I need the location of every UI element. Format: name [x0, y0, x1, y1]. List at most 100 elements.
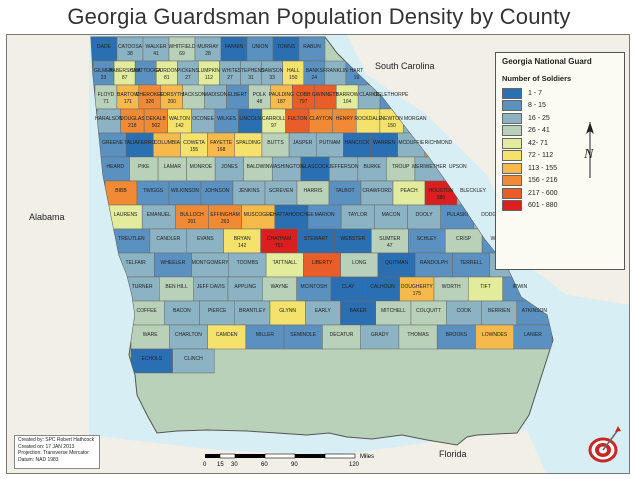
county-ware[interactable]	[130, 324, 170, 350]
county-taliaferro[interactable]	[125, 132, 154, 158]
county-name-label: CARROLL	[262, 116, 286, 122]
county-tift[interactable]	[468, 276, 503, 302]
county-mcintosh[interactable]	[296, 276, 332, 302]
county-calhoun[interactable]	[365, 276, 400, 302]
county-bibb[interactable]	[104, 180, 138, 206]
county-bacon[interactable]	[164, 300, 200, 326]
county-camden[interactable]	[207, 324, 247, 350]
county-rabun[interactable]	[298, 37, 326, 62]
county-wheeler[interactable]	[154, 252, 192, 278]
county-name-label: JEFF DAVIS	[197, 284, 226, 290]
legend-item: 1 - 7	[502, 87, 618, 100]
county-value-label: 168	[217, 147, 226, 153]
legend-item: 156 - 216	[502, 175, 618, 188]
county-name-label: JENKINS	[238, 188, 260, 194]
county-name-label: GLASCOCK	[301, 164, 329, 170]
county-wayne[interactable]	[262, 276, 297, 302]
county-charlton[interactable]	[169, 324, 208, 350]
county-dooly[interactable]	[407, 204, 441, 230]
county-name-label: LINCOLN	[239, 116, 261, 122]
county-walker[interactable]	[142, 37, 170, 62]
county-monroe[interactable]	[186, 156, 216, 182]
south-carolina-area	[89, 35, 629, 305]
county-jefferson[interactable]	[329, 156, 359, 182]
county-ben-hill[interactable]	[159, 276, 194, 302]
county-whitfield[interactable]	[168, 37, 196, 62]
county-jones[interactable]	[214, 156, 244, 182]
county-wilkinson[interactable]	[168, 180, 202, 206]
county-coffee[interactable]	[128, 300, 165, 326]
county-fannin[interactable]	[220, 37, 248, 62]
county-name-label: JASPER	[293, 140, 313, 146]
legend-label: 26 - 41	[528, 127, 550, 135]
county-lowndes[interactable]	[475, 324, 514, 350]
county-peach[interactable]	[392, 180, 426, 206]
county-schley[interactable]	[408, 228, 446, 254]
county-quitman[interactable]	[377, 252, 416, 278]
county-murray[interactable]	[194, 37, 222, 62]
county-columbia[interactable]	[153, 132, 181, 158]
county-name-label: FORSYTH	[160, 92, 184, 98]
county-pike[interactable]	[129, 156, 159, 182]
county-name-label: MARION	[315, 212, 335, 218]
county-name-label: HANCOCK	[344, 140, 370, 146]
county-fayette[interactable]	[207, 132, 236, 158]
legend-swatch	[502, 200, 522, 212]
county-butts[interactable]	[261, 132, 290, 158]
county-emanuel[interactable]	[141, 204, 176, 230]
county-brooks[interactable]	[436, 324, 476, 350]
county-bulloch[interactable]	[175, 204, 209, 230]
county-heard[interactable]	[100, 156, 130, 182]
county-name-label: MACON	[382, 212, 401, 218]
county-early[interactable]	[305, 300, 341, 326]
county-name-label: WORTH	[442, 284, 461, 290]
county-tattnall[interactable]	[265, 252, 304, 278]
county-name-label: FRANKLIN	[323, 68, 348, 74]
county-twiggs[interactable]	[136, 180, 170, 206]
county-name-label: WALTON	[169, 116, 190, 122]
county-lanier[interactable]	[513, 324, 553, 350]
county-stewart[interactable]	[297, 228, 335, 254]
county-macon[interactable]	[374, 204, 408, 230]
scale-tick: 60	[261, 462, 268, 468]
county-decatur[interactable]	[322, 324, 361, 350]
county-webster[interactable]	[334, 228, 372, 254]
county-baker[interactable]	[340, 300, 376, 326]
county-lamar[interactable]	[157, 156, 187, 182]
county-troup[interactable]	[386, 156, 416, 182]
county-chatham[interactable]	[260, 228, 298, 254]
county-name-label: MILLER	[256, 332, 274, 338]
county-screven[interactable]	[264, 180, 298, 206]
legend-item: 601 - 880	[502, 200, 618, 213]
county-warren[interactable]	[370, 132, 398, 158]
county-brantley[interactable]	[234, 300, 271, 326]
county-sumter[interactable]	[371, 228, 409, 254]
county-cook[interactable]	[446, 300, 482, 326]
county-value-label: 41	[153, 51, 159, 57]
county-montgomery[interactable]	[191, 252, 230, 278]
county-muscogee[interactable]	[241, 204, 276, 230]
county-candler[interactable]	[149, 228, 188, 254]
county-catoosa[interactable]	[116, 37, 144, 62]
county-long[interactable]	[340, 252, 379, 278]
county-grady[interactable]	[360, 324, 400, 350]
county-clay[interactable]	[330, 276, 366, 302]
county-name-label: MONTGOMERY	[192, 260, 230, 266]
county-towns[interactable]	[272, 37, 300, 62]
county-clinch[interactable]	[172, 348, 215, 374]
county-glascock[interactable]	[300, 156, 330, 182]
county-dade[interactable]	[91, 37, 118, 62]
county-value-label: 175	[413, 291, 422, 297]
county-berrien[interactable]	[481, 300, 517, 326]
county-evans[interactable]	[186, 228, 224, 254]
county-thomas[interactable]	[398, 324, 438, 350]
county-johnson[interactable]	[200, 180, 234, 206]
county-name-label: PEACH	[400, 188, 418, 194]
county-name-label: TWIGGS	[143, 188, 164, 194]
county-putnam[interactable]	[315, 132, 344, 158]
legend-swatch	[502, 162, 522, 174]
county-union[interactable]	[246, 37, 274, 62]
county-washington[interactable]	[271, 156, 302, 182]
county-name-label: RABUN	[303, 44, 321, 50]
